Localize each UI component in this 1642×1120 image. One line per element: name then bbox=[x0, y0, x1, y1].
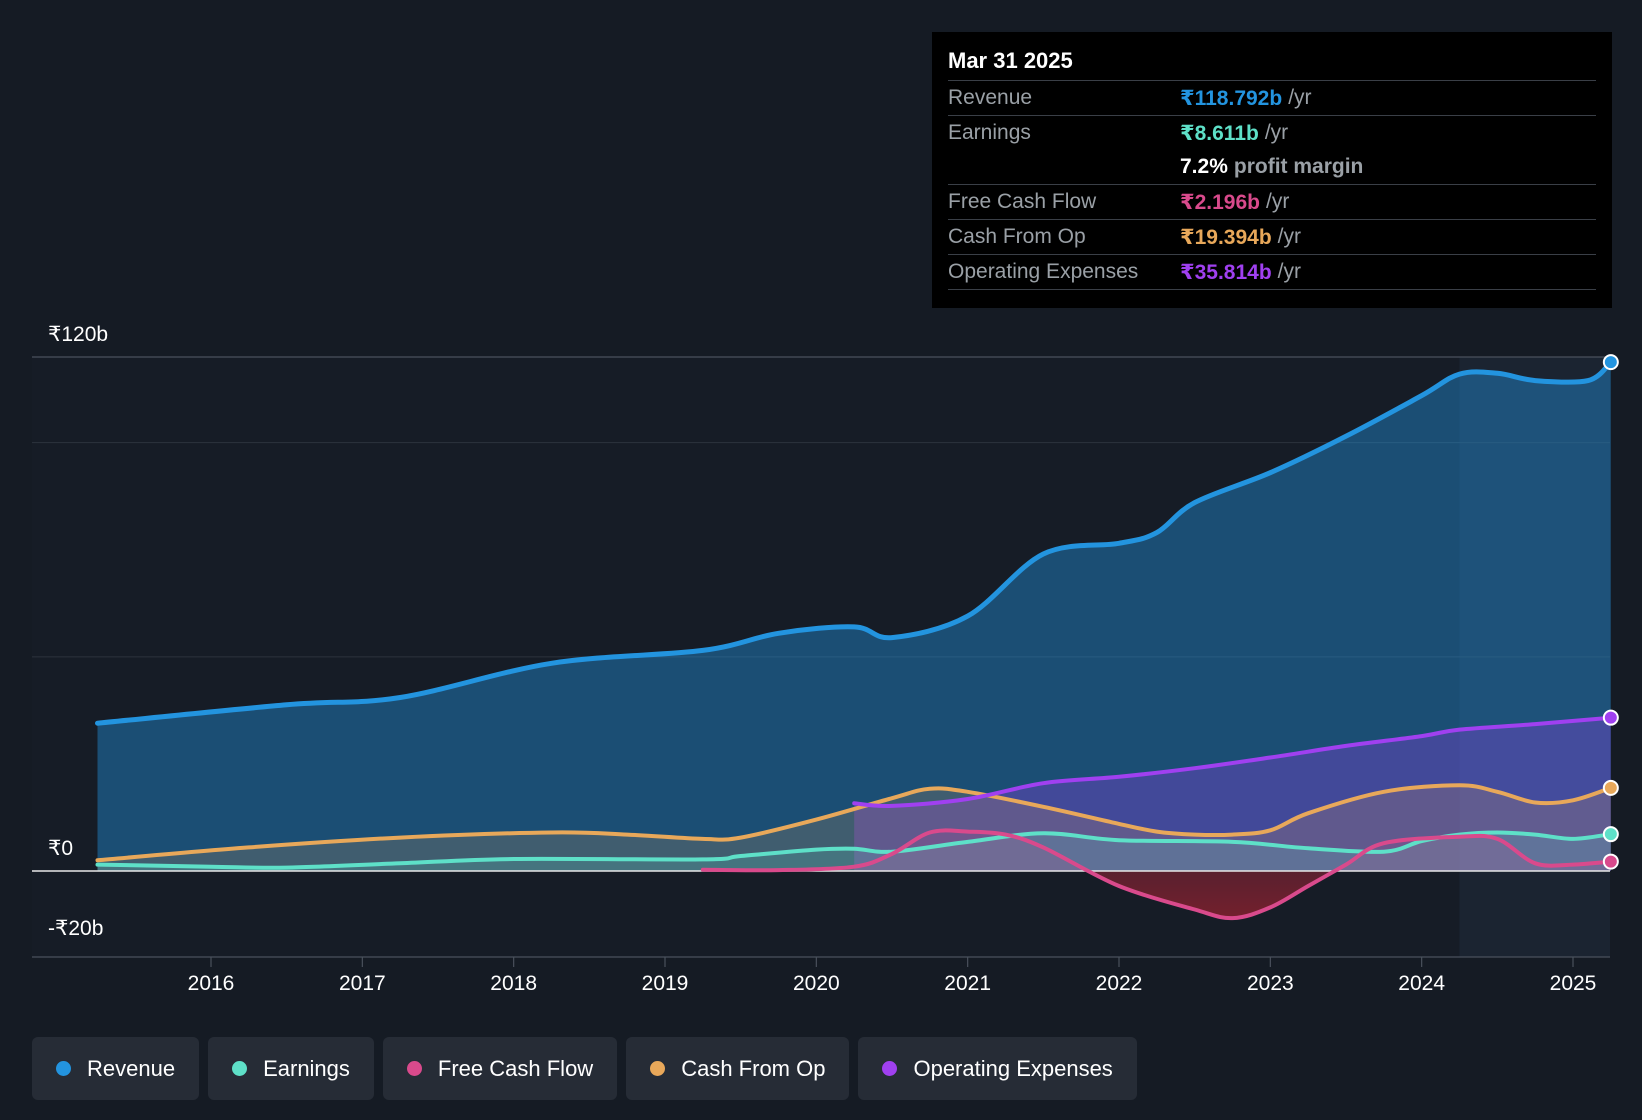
x-tick-label: 2017 bbox=[339, 972, 386, 995]
x-tick-label: 2018 bbox=[490, 972, 537, 995]
tooltip-unit: /yr bbox=[1266, 190, 1290, 213]
tooltip-row-earnings: Earnings ₹8.611b /yr bbox=[948, 115, 1596, 150]
operating-expenses-end-marker bbox=[1602, 709, 1619, 726]
cash-from-op-dot-icon bbox=[650, 1061, 666, 1076]
tooltip-unit: /yr bbox=[1277, 225, 1301, 248]
operating-expenses-line bbox=[852, 715, 1613, 809]
x-tick-label: 2023 bbox=[1247, 972, 1294, 995]
x-tick-label: 2024 bbox=[1398, 972, 1445, 995]
end-markers bbox=[1602, 354, 1619, 870]
tooltip-value: ₹118.792b bbox=[1180, 86, 1283, 110]
revenue-line bbox=[95, 359, 1614, 726]
x-tick-label: 2016 bbox=[188, 972, 235, 995]
free-cash-flow-end-marker bbox=[1602, 853, 1619, 870]
revenue-end-marker bbox=[1602, 354, 1619, 371]
chart: ₹120b ₹0 -₹20b 2016 2017 2018 2019 2020 2021 202… bbox=[32, 323, 1619, 995]
tooltip-value: ₹2.196b bbox=[1180, 190, 1260, 214]
legend-label: Free Cash Flow bbox=[437, 1055, 594, 1081]
tooltip-row-free-cash-flow: Free Cash Flow ₹2.196b /yr bbox=[948, 184, 1596, 219]
y-tick-label: ₹120b bbox=[48, 323, 108, 346]
tooltip-divider bbox=[948, 289, 1596, 291]
tooltip-row-operating-expenses: Operating Expenses ₹35.814b /yr bbox=[948, 254, 1596, 289]
legend-label: Revenue bbox=[87, 1055, 176, 1081]
x-tick-label: 2022 bbox=[1096, 972, 1143, 995]
y-tick-label: ₹0 bbox=[48, 837, 73, 860]
x-axis: 2016 2017 2018 2019 2020 2021 2022 2023 2024 2025 bbox=[188, 957, 1597, 995]
tooltip-row-cash-from-op: Cash From Op ₹19.394b /yr bbox=[948, 219, 1596, 254]
gridlines bbox=[32, 356, 1610, 958]
tooltip-label: Revenue bbox=[948, 86, 1033, 109]
legend-item-cash-from-op[interactable]: Cash From Op bbox=[626, 1037, 850, 1100]
cash-from-op-line bbox=[95, 783, 1613, 863]
tooltip-label: Cash From Op bbox=[948, 225, 1086, 248]
tooltip-row-profit-margin: 7.2% profit margin bbox=[948, 150, 1596, 184]
free-cash-flow-line bbox=[700, 828, 1613, 921]
tooltip-unit: profit margin bbox=[1233, 155, 1364, 178]
tooltip-row-revenue: Revenue ₹118.792b /yr bbox=[948, 80, 1596, 115]
series-lines bbox=[95, 359, 1614, 921]
legend: Revenue Earnings Free Cash Flow Cash Fro… bbox=[32, 1037, 1137, 1100]
x-tick-label: 2019 bbox=[642, 972, 689, 995]
free-cash-flow-negative-area bbox=[702, 871, 1610, 919]
revenue-dot-icon bbox=[56, 1061, 71, 1076]
y-axis: ₹120b ₹0 -₹20b bbox=[48, 323, 108, 940]
tooltip-value: ₹8.611b bbox=[1180, 121, 1259, 145]
tooltip: Mar 31 2025 Revenue ₹118.792b /yr Earnin… bbox=[932, 32, 1612, 308]
operating-expenses-dot-icon bbox=[882, 1061, 898, 1076]
tooltip-unit: /yr bbox=[1277, 260, 1301, 283]
legend-item-operating-expenses[interactable]: Operating Expenses bbox=[858, 1037, 1137, 1100]
cash-from-op-end-marker bbox=[1602, 779, 1619, 796]
x-tick-label: 2021 bbox=[944, 972, 991, 995]
legend-label: Operating Expenses bbox=[913, 1055, 1113, 1081]
tooltip-value: 7.2% bbox=[1180, 155, 1228, 178]
y-tick-label: -₹20b bbox=[48, 917, 103, 940]
x-tick-label: 2020 bbox=[793, 972, 840, 995]
tooltip-label: Operating Expenses bbox=[948, 260, 1139, 283]
tooltip-label: Earnings bbox=[948, 121, 1031, 144]
legend-label: Earnings bbox=[263, 1055, 350, 1081]
legend-item-free-cash-flow[interactable]: Free Cash Flow bbox=[382, 1037, 618, 1100]
free-cash-flow-dot-icon bbox=[406, 1061, 422, 1076]
tooltip-unit: /yr bbox=[1288, 86, 1312, 109]
cash-from-op-area bbox=[97, 785, 1611, 871]
tooltip-date: Mar 31 2025 bbox=[948, 48, 1073, 73]
earnings-line bbox=[95, 830, 1613, 870]
earnings-dot-icon bbox=[232, 1061, 248, 1076]
tooltip-label: Free Cash Flow bbox=[948, 190, 1097, 213]
x-tick-label: 2025 bbox=[1550, 972, 1597, 995]
tooltip-value: ₹19.394b bbox=[1180, 225, 1272, 249]
tooltip-unit: /yr bbox=[1264, 121, 1289, 144]
legend-label: Cash From Op bbox=[681, 1055, 826, 1081]
earnings-end-marker bbox=[1602, 826, 1619, 843]
legend-item-earnings[interactable]: Earnings bbox=[208, 1037, 374, 1100]
tooltip-value: ₹35.814b bbox=[1180, 260, 1272, 284]
legend-item-revenue[interactable]: Revenue bbox=[32, 1037, 200, 1100]
